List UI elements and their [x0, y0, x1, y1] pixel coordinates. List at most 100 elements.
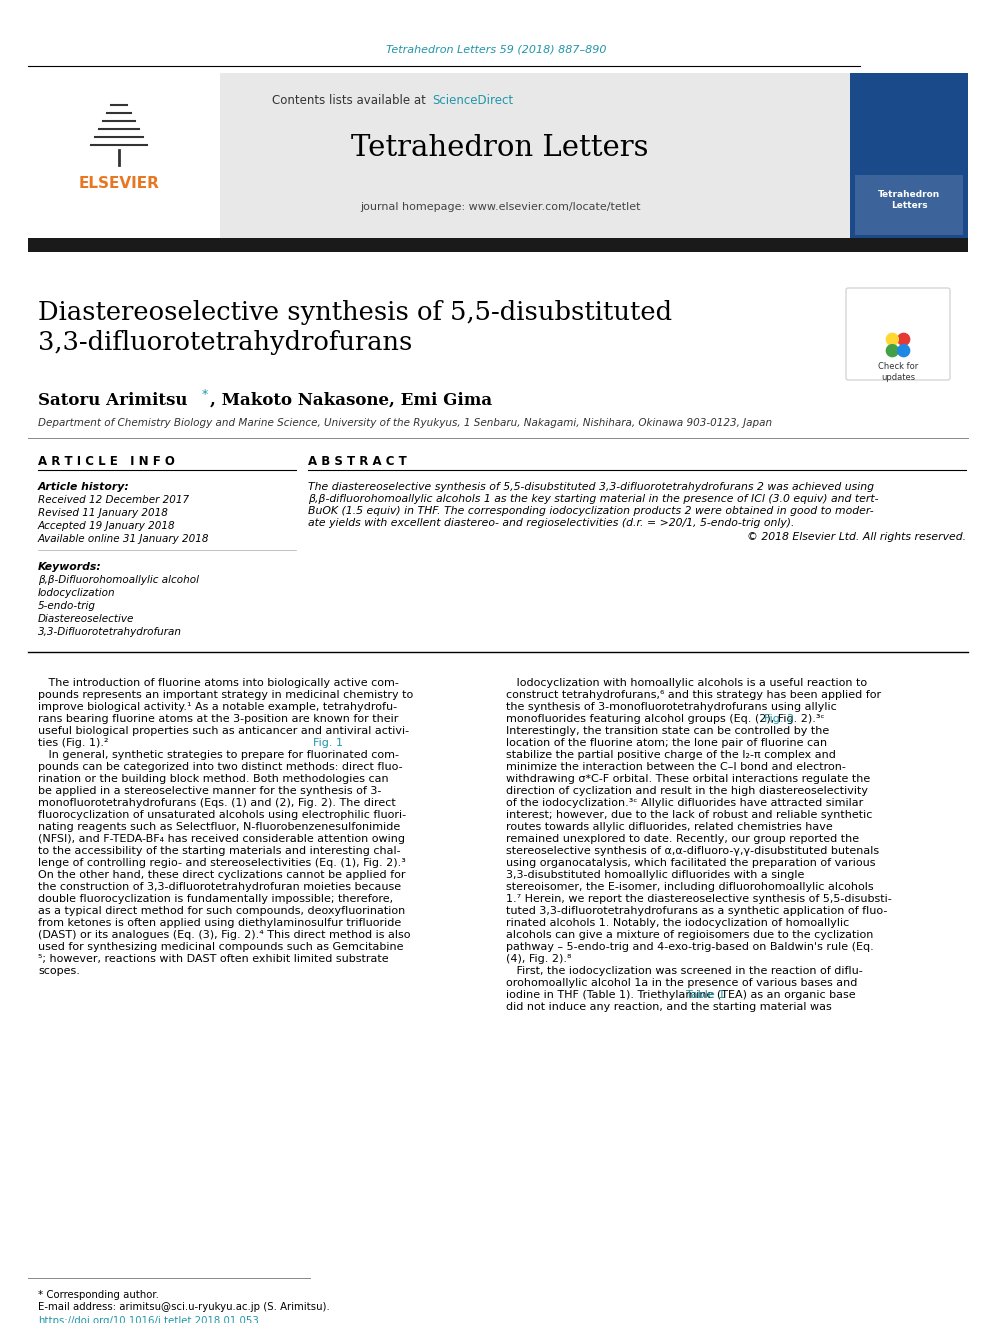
Text: ELSEVIER: ELSEVIER [78, 176, 160, 191]
Text: BuOK (1.5 equiv) in THF. The corresponding iodocyclization products 2 were obtai: BuOK (1.5 equiv) in THF. The correspondi… [308, 505, 874, 516]
Text: rination or the building block method. Both methodologies can: rination or the building block method. B… [38, 774, 389, 785]
Text: double fluorocyclization is fundamentally impossible; therefore,: double fluorocyclization is fundamentall… [38, 894, 393, 904]
Circle shape [886, 333, 899, 345]
Text: On the other hand, these direct cyclizations cannot be applied for: On the other hand, these direct cyclizat… [38, 871, 406, 880]
Text: interest; however, due to the lack of robust and reliable synthetic: interest; however, due to the lack of ro… [506, 810, 872, 820]
Text: ate yields with excellent diastereo- and regioselectivities (d.r. = >20/1, 5-end: ate yields with excellent diastereo- and… [308, 519, 795, 528]
Text: as a typical direct method for such compounds, deoxyfluorination: as a typical direct method for such comp… [38, 906, 406, 916]
Text: Contents lists available at: Contents lists available at [273, 94, 430, 106]
Circle shape [898, 345, 910, 357]
Text: First, the iodocyclization was screened in the reaction of diflu-: First, the iodocyclization was screened … [506, 966, 863, 976]
Text: Iodocyclization with homoallylic alcohols is a useful reaction to: Iodocyclization with homoallylic alcohol… [506, 677, 867, 688]
Text: rinated alcohols 1. Notably, the iodocyclization of homoallylic: rinated alcohols 1. Notably, the iodocyc… [506, 918, 849, 927]
Text: direction of cyclization and result in the high diastereoselectivity: direction of cyclization and result in t… [506, 786, 868, 796]
Text: 3,3-Difluorotetrahydrofuran: 3,3-Difluorotetrahydrofuran [38, 627, 182, 636]
Text: location of the fluorine atom; the lone pair of fluorine can: location of the fluorine atom; the lone … [506, 738, 827, 747]
Text: Diastereoselective: Diastereoselective [38, 614, 134, 624]
Text: Tetrahedron Letters: Tetrahedron Letters [351, 134, 649, 161]
Text: Department of Chemistry Biology and Marine Science, University of the Ryukyus, 1: Department of Chemistry Biology and Mari… [38, 418, 772, 429]
Bar [28, 73, 220, 238]
Text: the construction of 3,3-difluorotetrahydrofuran moieties because: the construction of 3,3-difluorotetrahyd… [38, 882, 401, 892]
Text: lenge of controlling regio- and stereoselectivities (Eq. (1), Fig. 2).³: lenge of controlling regio- and stereose… [38, 859, 406, 868]
Text: Iodocyclization: Iodocyclization [38, 587, 116, 598]
Text: β,β-difluorohomoallylic alcohols 1 as the key starting material in the presence : β,β-difluorohomoallylic alcohols 1 as th… [308, 493, 879, 504]
Text: ties (Fig. 1).²: ties (Fig. 1).² [38, 738, 108, 747]
Text: pathway – 5-endo-trig and 4-exo-trig-based on Baldwin's rule (Eq.: pathway – 5-endo-trig and 4-exo-trig-bas… [506, 942, 874, 953]
Bar [28, 238, 968, 251]
Text: stereoselective synthesis of α,α-difluoro-γ,γ-disubstituted butenals: stereoselective synthesis of α,α-difluor… [506, 845, 879, 856]
Text: stabilize the partial positive charge of the I₂-π complex and: stabilize the partial positive charge of… [506, 750, 836, 759]
Text: remained unexplored to date. Recently, our group reported the: remained unexplored to date. Recently, o… [506, 833, 859, 844]
Text: journal homepage: www.elsevier.com/locate/tetlet: journal homepage: www.elsevier.com/locat… [360, 202, 640, 212]
Text: A R T I C L E   I N F O: A R T I C L E I N F O [38, 455, 175, 468]
Text: withdrawing σ*C-F orbital. These orbital interactions regulate the: withdrawing σ*C-F orbital. These orbital… [506, 774, 870, 785]
Text: 3,3-difluorotetrahydrofurans: 3,3-difluorotetrahydrofurans [38, 329, 413, 355]
Text: did not induce any reaction, and the starting material was: did not induce any reaction, and the sta… [506, 1002, 831, 1012]
Text: Tetrahedron
Letters: Tetrahedron Letters [878, 191, 940, 210]
Text: pounds can be categorized into two distinct methods: direct fluo-: pounds can be categorized into two disti… [38, 762, 403, 773]
Bar [855, 175, 963, 235]
Text: from ketones is often applied using diethylaminosulfur trifluoride: from ketones is often applied using diet… [38, 918, 401, 927]
Text: β,β-Difluorohomoallylic alcohol: β,β-Difluorohomoallylic alcohol [38, 576, 199, 585]
Text: orohomoallylic alcohol 1a in the presence of various bases and: orohomoallylic alcohol 1a in the presenc… [506, 978, 857, 988]
Text: minimize the interaction between the C–I bond and electron-: minimize the interaction between the C–I… [506, 762, 846, 773]
Text: (DAST) or its analogues (Eq. (3), Fig. 2).⁴ This direct method is also: (DAST) or its analogues (Eq. (3), Fig. 2… [38, 930, 411, 941]
Text: © 2018 Elsevier Ltd. All rights reserved.: © 2018 Elsevier Ltd. All rights reserved… [747, 532, 966, 542]
Text: improve biological activity.¹ As a notable example, tetrahydrofu-: improve biological activity.¹ As a notab… [38, 703, 397, 712]
Text: alcohols can give a mixture of regioisomers due to the cyclization: alcohols can give a mixture of regioisom… [506, 930, 873, 941]
Text: ⁵; however, reactions with DAST often exhibit limited substrate: ⁵; however, reactions with DAST often ex… [38, 954, 389, 964]
Text: using organocatalysis, which facilitated the preparation of various: using organocatalysis, which facilitated… [506, 859, 876, 868]
Text: 1.⁷ Herein, we report the diastereoselective synthesis of 5,5-disubsti-: 1.⁷ Herein, we report the diastereoselec… [506, 894, 892, 904]
Text: scopes.: scopes. [38, 966, 80, 976]
Text: 5-endo-trig: 5-endo-trig [38, 601, 96, 611]
Text: Interestingly, the transition state can be controlled by the: Interestingly, the transition state can … [506, 726, 829, 736]
Text: Revised 11 January 2018: Revised 11 January 2018 [38, 508, 168, 519]
Text: the synthesis of 3-monofluorotetrahydrofurans using allylic: the synthesis of 3-monofluorotetrahydrof… [506, 703, 836, 712]
Text: E-mail address: arimitsu@sci.u-ryukyu.ac.jp (S. Arimitsu).: E-mail address: arimitsu@sci.u-ryukyu.ac… [38, 1302, 329, 1312]
Text: iodine in THF (Table 1). Triethylamine (TEA) as an organic base: iodine in THF (Table 1). Triethylamine (… [506, 990, 856, 1000]
Text: of the iodocyclization.³ᶜ Allylic difluorides have attracted similar: of the iodocyclization.³ᶜ Allylic difluo… [506, 798, 863, 808]
Text: Received 12 December 2017: Received 12 December 2017 [38, 495, 189, 505]
Circle shape [898, 333, 910, 345]
Text: rans bearing fluorine atoms at the 3-position are known for their: rans bearing fluorine atoms at the 3-pos… [38, 714, 399, 724]
Text: (NFSI), and F-TEDA-BF₄ has received considerable attention owing: (NFSI), and F-TEDA-BF₄ has received cons… [38, 833, 405, 844]
Text: monofluorides featuring alcohol groups (Eq. (2), Fig. 2).³ᶜ: monofluorides featuring alcohol groups (… [506, 714, 824, 724]
Text: Check for
updates: Check for updates [878, 363, 919, 382]
Text: Tetrahedron Letters 59 (2018) 887–890: Tetrahedron Letters 59 (2018) 887–890 [386, 45, 606, 56]
Text: tuted 3,3-difluorotetrahydrofurans as a synthetic application of fluo-: tuted 3,3-difluorotetrahydrofurans as a … [506, 906, 888, 916]
Text: Fig. 1: Fig. 1 [313, 738, 343, 747]
Text: Diastereoselective synthesis of 5,5-disubstituted: Diastereoselective synthesis of 5,5-disu… [38, 300, 673, 325]
Text: *: * [202, 388, 208, 401]
Text: Fig. 2: Fig. 2 [764, 714, 795, 724]
FancyBboxPatch shape [846, 288, 950, 380]
Text: ScienceDirect: ScienceDirect [432, 94, 513, 106]
Text: , Makoto Nakasone, Emi Gima: , Makoto Nakasone, Emi Gima [210, 392, 492, 409]
Text: Article history:: Article history: [38, 482, 130, 492]
Text: fluorocyclization of unsaturated alcohols using electrophilic fluori-: fluorocyclization of unsaturated alcohol… [38, 810, 406, 820]
Text: (4), Fig. 2).⁸: (4), Fig. 2).⁸ [506, 954, 571, 964]
Bar [28, 73, 850, 238]
Text: The introduction of fluorine atoms into biologically active com-: The introduction of fluorine atoms into … [38, 677, 399, 688]
Text: In general, synthetic strategies to prepare for fluorinated com-: In general, synthetic strategies to prep… [38, 750, 399, 759]
Bar [850, 73, 968, 238]
Text: Available online 31 January 2018: Available online 31 January 2018 [38, 534, 209, 544]
Text: Table 1: Table 1 [686, 990, 725, 1000]
Text: construct tetrahydrofurans,⁶ and this strategy has been applied for: construct tetrahydrofurans,⁶ and this st… [506, 691, 881, 700]
Text: be applied in a stereoselective manner for the synthesis of 3-: be applied in a stereoselective manner f… [38, 786, 381, 796]
Text: useful biological properties such as anticancer and antiviral activi-: useful biological properties such as ant… [38, 726, 409, 736]
Text: used for synthesizing medicinal compounds such as Gemcitabine: used for synthesizing medicinal compound… [38, 942, 404, 953]
Text: * Corresponding author.: * Corresponding author. [38, 1290, 159, 1301]
Circle shape [886, 345, 899, 357]
Text: stereoisomer, the E-isomer, including difluorohomoallylic alcohols: stereoisomer, the E-isomer, including di… [506, 882, 874, 892]
Text: monofluorotetrahydrofurans (Eqs. (1) and (2), Fig. 2). The direct: monofluorotetrahydrofurans (Eqs. (1) and… [38, 798, 396, 808]
Text: Satoru Arimitsu: Satoru Arimitsu [38, 392, 187, 409]
Text: A B S T R A C T: A B S T R A C T [308, 455, 407, 468]
Text: Accepted 19 January 2018: Accepted 19 January 2018 [38, 521, 176, 531]
Text: routes towards allylic difluorides, related chemistries have: routes towards allylic difluorides, rela… [506, 822, 832, 832]
Text: https://doi.org/10.1016/j.tetlet.2018.01.053: https://doi.org/10.1016/j.tetlet.2018.01… [38, 1316, 259, 1323]
Text: The diastereoselective synthesis of 5,5-disubstituted 3,3-difluorotetrahydrofura: The diastereoselective synthesis of 5,5-… [308, 482, 874, 492]
Text: pounds represents an important strategy in medicinal chemistry to: pounds represents an important strategy … [38, 691, 414, 700]
Text: to the accessibility of the starting materials and interesting chal-: to the accessibility of the starting mat… [38, 845, 401, 856]
Text: 3,3-disubstituted homoallylic difluorides with a single: 3,3-disubstituted homoallylic difluoride… [506, 871, 805, 880]
Text: Keywords:: Keywords: [38, 562, 102, 572]
